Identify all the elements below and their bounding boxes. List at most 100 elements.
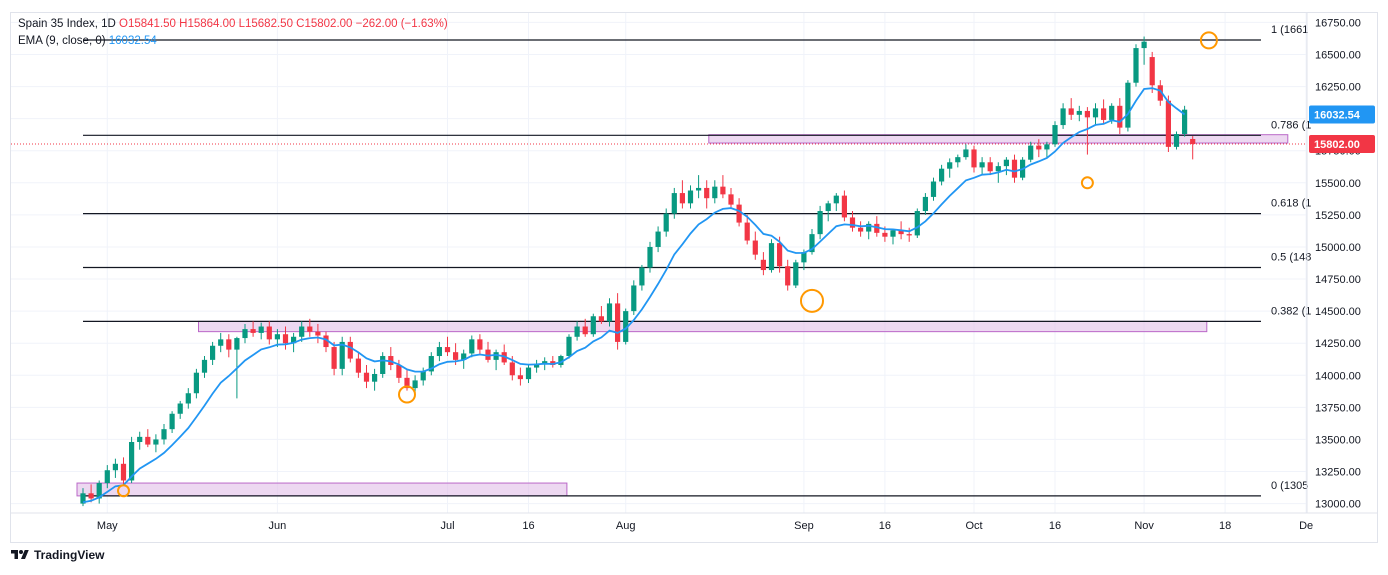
candle-body-68 [631,285,637,312]
candle-body-47 [461,353,467,360]
candle-body-131 [1141,41,1147,49]
y-tick-label-8: 15000.00 [1315,242,1361,254]
candle-body-45 [444,347,451,353]
candle-body-51 [493,352,499,360]
candle-body-127 [1109,105,1115,120]
candle-body-95 [849,217,856,228]
y-tick-label-13: 16250.00 [1315,82,1361,94]
candle-body-57 [542,361,548,364]
candle-body-19 [234,338,240,350]
last-price-badge-text: 15802.00 [1314,139,1360,151]
candle-body-112 [987,162,993,172]
y-tick-label-10: 15500.00 [1315,178,1361,190]
candle-body-129 [1125,82,1131,128]
candle-body-39 [396,365,402,378]
candle-body-114 [1003,159,1009,167]
candle-body-99 [882,232,888,237]
candle-body-120 [1052,125,1058,145]
candle-body-28 [307,326,313,332]
candle-body-65 [606,303,613,322]
candle-body-41 [412,380,418,389]
candle-body-77 [704,187,710,199]
zone-rect-1 [198,320,1208,333]
legend-row-symbol: Spain 35 Index, 1D O15841.50 H15864.00 L… [18,16,448,33]
fib-label-1: 0.786 (1 [1271,119,1311,131]
candle-body-63 [590,316,596,335]
candle-body-54 [517,375,523,380]
candle-body-119 [1044,144,1050,150]
candle-body-6 [129,441,135,481]
candle-body-98 [874,223,880,233]
candle-body-87 [785,266,791,286]
candle-body-12 [177,403,183,414]
candle-body-128 [1117,105,1123,128]
tradingview-branding[interactable]: TradingView [10,548,104,562]
candle-body-43 [428,356,434,372]
x-tick-label-8: 16 [1049,520,1061,532]
candle-body-67 [623,311,629,342]
symbol-label[interactable]: Spain 35 Index, 1D [18,18,116,30]
candle-body-100 [890,230,896,237]
x-tick-label-11: De [1299,520,1313,532]
candle-body-88 [793,262,799,286]
candle-body-89 [801,252,807,263]
fib-label-2: 0.618 (1 [1271,198,1311,210]
tradingview-wordmark: TradingView [34,548,105,562]
ema-price-badge [1309,105,1375,124]
candle-body-61 [574,326,580,337]
legend-row-ema: EMA (9, close, 0) 16032.54 [18,33,448,50]
candle-body-4 [112,463,118,471]
candle-body-91 [817,211,823,235]
candle-body-124 [1084,110,1090,118]
x-tick-label-1: Jun [269,520,287,532]
candle-body-96 [858,227,864,232]
ema-indicator-value: 16032.54 [108,35,157,47]
candle-body-69 [639,267,645,286]
candle-body-48 [469,339,475,354]
ema-polyline [82,87,1186,504]
candle-body-10 [161,429,167,440]
candle-body-53 [509,362,515,376]
candle-body-107 [947,162,953,169]
candle-body-104 [922,196,928,212]
candle-body-110 [971,149,977,168]
y-tick-label-6: 14500.00 [1315,306,1361,318]
candle-body-85 [768,243,775,271]
candle-body-79 [720,186,726,195]
marker-circle-0 [117,484,130,498]
candle-body-24 [274,334,280,340]
ema-indicator-label[interactable]: EMA (9, close, 0) [18,35,106,47]
candle-body-122 [1068,108,1074,115]
candle-body-35 [363,372,370,382]
candle-body-83 [752,240,758,255]
candle-body-118 [1036,145,1042,150]
candle-body-59 [558,356,564,366]
highlight-markers [117,31,1218,498]
x-tick-label-7: Oct [965,520,982,532]
chart-frame[interactable]: 1 (1661 0.786 (1 0.618 (1 0.5 (148 0.382 (1 0… [10,12,1378,543]
candle-body-126 [1101,108,1107,120]
candle-body-9 [153,439,159,445]
candle-body-93 [833,195,839,204]
ema-line [82,87,1186,504]
candle-body-14 [193,372,199,394]
candle-body-56 [534,363,540,368]
candle-body-34 [355,358,361,373]
y-tick-label-7: 14750.00 [1315,274,1361,286]
candle-body-3 [104,470,110,484]
zone-rect-0 [76,482,568,497]
candle-body-27 [299,326,305,337]
candle-body-73 [671,193,677,214]
y-tick-label-9: 15250.00 [1315,210,1361,222]
candle-body-132 [1149,57,1155,86]
candle-body-94 [841,195,847,218]
candle-body-101 [898,230,904,235]
candle-body-84 [760,259,766,271]
candle-body-80 [728,194,734,205]
y-tick-label-14: 16500.00 [1315,49,1361,61]
candle-body-62 [582,326,588,335]
price-chart[interactable]: 1 (1661 0.786 (1 0.618 (1 0.5 (148 0.382 (1 0… [11,13,1377,542]
marker-circle-4 [1199,31,1218,50]
x-tick-label-6: 16 [879,520,891,532]
candle-body-40 [404,377,410,389]
